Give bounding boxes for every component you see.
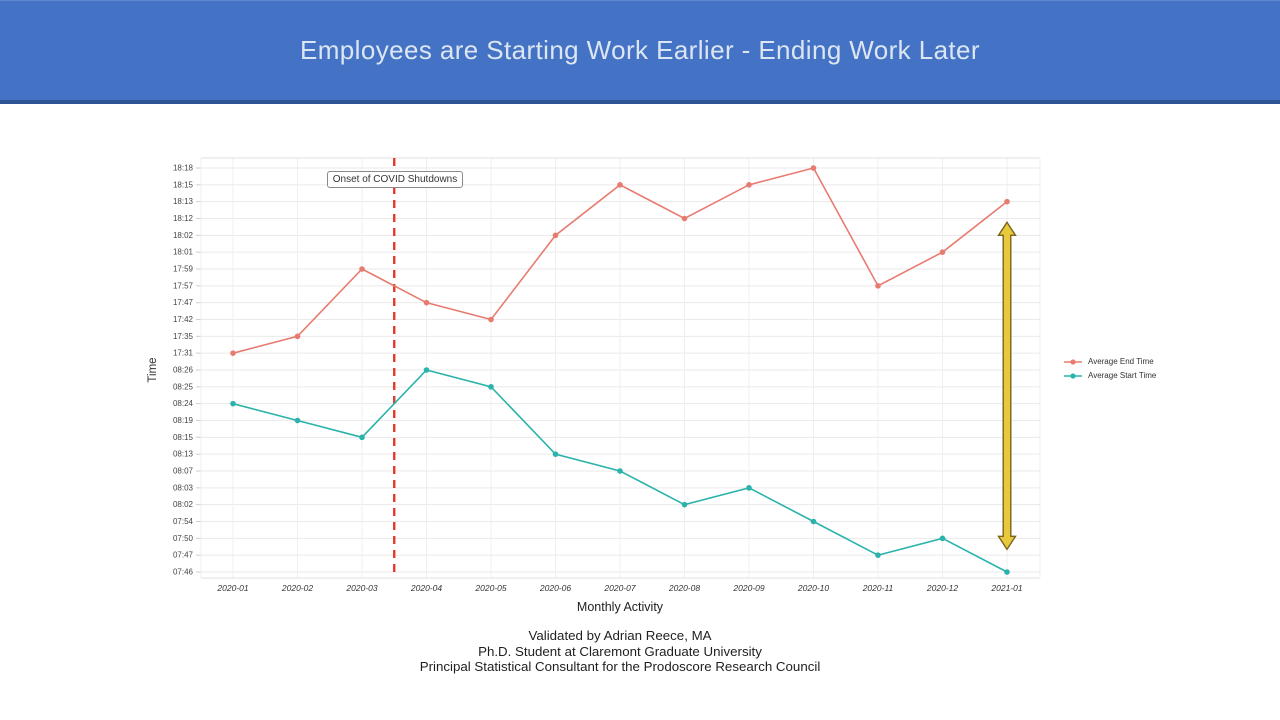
y-axis-title: Time: [147, 357, 159, 382]
y-tick-label: 08:19: [173, 416, 194, 425]
y-tick-label: 08:25: [173, 382, 194, 391]
y-tick-label: 08:13: [173, 450, 194, 459]
caption-line-3: Principal Statistical Consultant for the…: [419, 659, 821, 675]
data-point: [746, 182, 752, 188]
slide-title-banner: Employees are Starting Work Earlier - En…: [0, 0, 1280, 104]
caption-line-2: Ph.D. Student at Claremont Graduate Univ…: [478, 643, 762, 659]
legend-entry[interactable]: Average Start Time: [1063, 371, 1156, 380]
data-point: [810, 165, 817, 171]
data-point: [488, 384, 494, 390]
y-tick-label: 17:31: [173, 349, 194, 358]
y-tick-label: 08:03: [173, 483, 194, 492]
data-point: [617, 182, 623, 188]
data-point: [617, 468, 623, 474]
x-tick-label: 2021-01: [990, 583, 1022, 593]
data-point: [230, 350, 236, 356]
legend-label: Average Start Time: [1088, 371, 1157, 380]
y-tick-label: 07:47: [173, 551, 194, 560]
y-tick-label: 17:47: [173, 298, 194, 307]
data-point: [552, 232, 559, 239]
y-tick-label: 17:42: [173, 315, 194, 324]
x-tick-label: 2020-05: [474, 583, 506, 593]
y-tick-label: 18:15: [173, 180, 194, 189]
data-point: [1004, 569, 1010, 575]
x-tick-label: 2020-11: [862, 583, 894, 593]
x-tick-label: 2020-04: [410, 583, 442, 593]
y-tick-label: 07:46: [173, 567, 194, 576]
legend-marker-icon: [1064, 372, 1082, 379]
legend-entry[interactable]: Average End Time: [1063, 357, 1156, 366]
slide-title: Employees are Starting Work Earlier - En…: [300, 35, 980, 65]
data-point: [423, 299, 430, 306]
y-tick-label: 08:15: [173, 433, 194, 442]
x-tick-label: 2020-06: [539, 583, 571, 593]
y-tick-label: 18:12: [173, 214, 194, 223]
data-point: [746, 485, 752, 491]
x-tick-label: 2020-02: [281, 583, 313, 593]
series-average-start-time: [230, 367, 1010, 575]
x-axis-title: Monthly Activity: [577, 600, 664, 614]
y-axis-tick-labels: 18:18 18:15 18:13 18:12 18:02 18:01 17:59 17:57…: [173, 164, 194, 577]
covid-annotation-box: Onset of COVID Shutdowns: [327, 171, 463, 188]
chart-svg: 18:18 18:15 18:13 18:12 18:02 18:01 17:59 17:57…: [147, 157, 1041, 614]
data-point: [488, 316, 494, 323]
series-average-end-time: [230, 165, 1010, 356]
y-tick-label: 17:59: [173, 264, 194, 273]
x-tick-label: 2020-01: [216, 583, 248, 593]
y-tick-label: 08:26: [173, 365, 194, 374]
validation-caption: Validated by Adrian Reece, MA Ph.D. Stud…: [140, 628, 1100, 675]
y-tick-label: 08:24: [173, 399, 194, 408]
x-tick-label: 2020-03: [345, 583, 377, 593]
x-tick-label: 2020-12: [926, 583, 958, 593]
y-tick-label: 18:13: [173, 197, 194, 206]
y-tick-label: 08:07: [173, 466, 194, 475]
x-tick-label: 2020-07: [603, 583, 635, 593]
data-point: [681, 215, 688, 222]
data-point: [359, 266, 365, 272]
data-point: [1004, 198, 1010, 205]
caption-line-1: Validated by Adrian Reece, MA: [528, 628, 712, 643]
data-point: [359, 434, 365, 441]
chart-legend: Average End Time Average Start Time: [1063, 357, 1156, 380]
x-axis-tick-labels: 2020-01 2020-02 2020-03 2020-04 2020-05 2020-…: [216, 583, 1022, 593]
x-tick-label: 2020-09: [732, 583, 764, 593]
y-tick-label: 18:02: [173, 231, 194, 240]
data-point: [939, 535, 946, 542]
y-tick-label: 18:18: [173, 164, 194, 173]
data-point: [810, 518, 817, 525]
y-tick-label: 17:57: [173, 281, 194, 290]
y-tick-label: 18:01: [173, 248, 194, 257]
legend-label: Average End Time: [1088, 357, 1154, 366]
legend-marker-icon: [1064, 358, 1082, 365]
gap-double-arrow: [997, 221, 1017, 551]
y-tick-label: 07:54: [173, 517, 194, 526]
data-point: [230, 400, 236, 407]
x-tick-label: 2020-10: [797, 583, 829, 593]
data-point: [294, 417, 301, 424]
data-point: [875, 552, 881, 558]
y-tick-label: 07:50: [173, 534, 194, 543]
data-point: [423, 367, 430, 373]
data-point: [875, 283, 881, 289]
gridlines: [196, 157, 1041, 579]
x-tick-label: 2020-08: [668, 583, 700, 593]
data-point: [681, 501, 688, 508]
data-point: [294, 333, 301, 340]
y-tick-label: 17:35: [173, 332, 194, 341]
data-point: [552, 451, 559, 457]
data-point: [939, 249, 946, 255]
y-tick-label: 08:02: [173, 500, 194, 509]
